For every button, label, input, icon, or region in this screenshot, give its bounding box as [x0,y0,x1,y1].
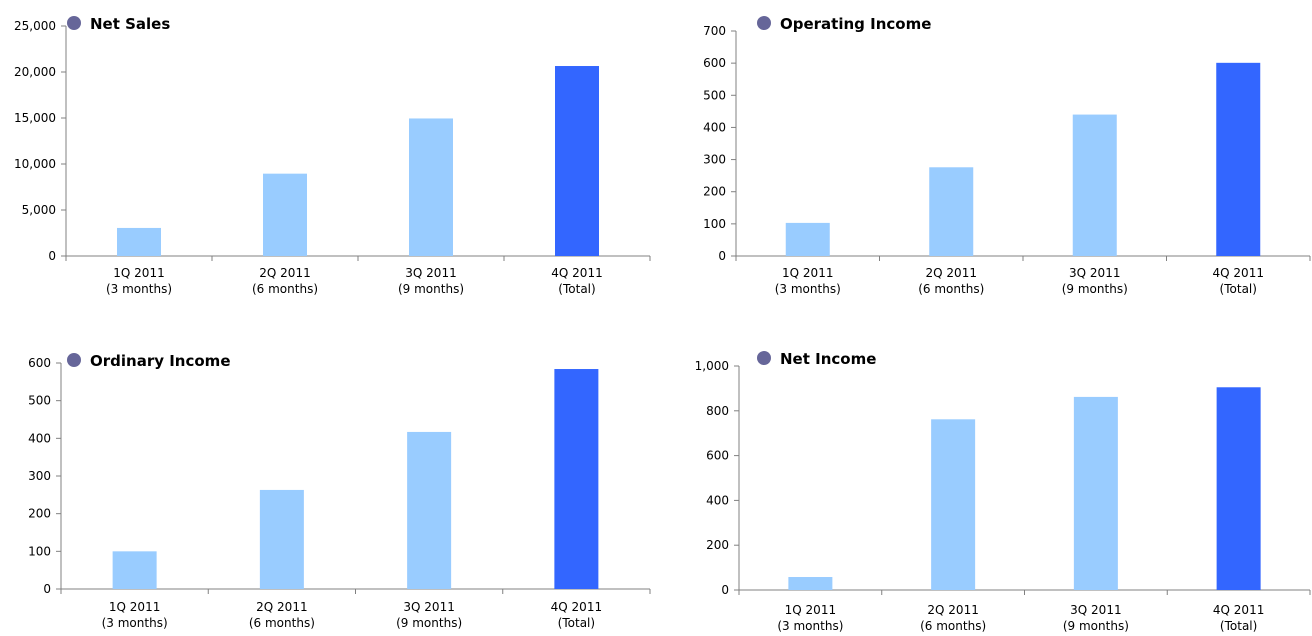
net-sales-category-label: 2Q 2011 [259,266,310,280]
ordinary-income-y-tick-label: 300 [28,469,51,483]
ordinary-income-category-label: 2Q 2011 [256,600,307,614]
operating-income-y-tick-label: 700 [703,24,726,38]
net-income-bar-2 [931,419,976,590]
operating-income-category-label: 3Q 2011 [1069,266,1120,280]
operating-income-y-tick-label: 0 [718,249,726,263]
net-sales-chart: Net Sales 0 5,000 10,000 15,000 20,000 25,000 1… [14,15,651,296]
net-sales-category-label: 4Q 2011 [551,266,602,280]
operating-income-y-tick-label: 100 [703,217,726,231]
net-income-title-marker-icon [757,351,771,365]
operating-income-category-sublabel: (Total) [1220,282,1257,296]
net-sales-y-tick-label: 15,000 [14,111,56,125]
operating-income-category-label: 2Q 2011 [926,266,977,280]
net-sales-category-sublabel: (9 months) [398,282,464,296]
net-income-bar-1 [788,577,833,590]
ordinary-income-category-label: 3Q 2011 [403,600,454,614]
operating-income-bar-4 [1216,62,1261,257]
net-income-bar-3 [1073,396,1118,590]
ordinary-income-category-label: 1Q 2011 [109,600,160,614]
ordinary-income-y-tick-label: 600 [28,356,51,370]
net-sales-category-label: 1Q 2011 [113,266,164,280]
ordinary-income-category-sublabel: (Total) [558,616,595,630]
ordinary-income-bar-2 [259,489,304,589]
ordinary-income-bar-4 [554,369,599,589]
net-income-y-tick-label: 1,000 [695,359,729,373]
net-income-category-sublabel: (9 months) [1063,619,1129,633]
net-sales-bar-1 [117,227,161,256]
ordinary-income-bar-1 [112,551,157,589]
operating-income-title-marker-icon [757,16,771,30]
net-sales-y-tick-label: 25,000 [14,19,56,33]
net-sales-category-sublabel: (6 months) [252,282,318,296]
net-income-category-sublabel: (6 months) [920,619,986,633]
net-sales-title: Net Sales [90,15,170,33]
operating-income-category-sublabel: (9 months) [1062,282,1128,296]
net-income-category-label: 4Q 2011 [1213,603,1264,617]
ordinary-income-y-tick-label: 0 [43,582,51,596]
operating-income-category-label: 4Q 2011 [1213,266,1264,280]
operating-income-y-tick-label: 500 [703,88,726,102]
net-income-category-label: 2Q 2011 [927,603,978,617]
net-sales-category-sublabel: (3 months) [106,282,172,296]
ordinary-income-y-tick-label: 100 [28,544,51,558]
net-income-y-tick-label: 200 [706,538,729,552]
net-sales-y-tick-label: 5,000 [22,203,56,217]
operating-income-category-sublabel: (3 months) [775,282,841,296]
ordinary-income-category-sublabel: (9 months) [396,616,462,630]
net-sales-y-tick-label: 20,000 [14,65,56,79]
net-sales-bar-3 [409,118,453,257]
ordinary-income-title: Ordinary Income [90,352,231,370]
ordinary-income-chart: Ordinary Income 0 100 200 300 400 500 600 1Q 201… [28,352,651,630]
net-sales-bar-4 [555,66,599,257]
net-income-y-tick-label: 600 [706,449,729,463]
net-income-bar-4 [1216,387,1261,590]
ordinary-income-category-sublabel: (3 months) [102,616,168,630]
net-income-category-label: 3Q 2011 [1070,603,1121,617]
operating-income-y-tick-label: 600 [703,56,726,70]
net-income-title: Net Income [780,350,876,368]
operating-income-title: Operating Income [780,15,931,33]
net-income-y-tick-label: 400 [706,493,729,507]
net-income-chart: Net Income 0 200 400 600 800 1,000 1Q 2011 (3 mo… [695,350,1311,633]
operating-income-y-tick-label: 400 [703,120,726,134]
net-income-category-sublabel: (3 months) [777,619,843,633]
net-income-y-tick-label: 0 [721,583,729,597]
net-income-category-label: 1Q 2011 [785,603,836,617]
net-sales-title-marker-icon [67,16,81,30]
ordinary-income-y-tick-label: 500 [28,394,51,408]
operating-income-bar-2 [929,167,974,256]
operating-income-bar-1 [785,222,830,256]
operating-income-category-sublabel: (6 months) [918,282,984,296]
ordinary-income-title-marker-icon [67,353,81,367]
operating-income-bar-3 [1072,114,1117,256]
ordinary-income-category-label: 4Q 2011 [551,600,602,614]
net-sales-y-tick-label: 0 [48,249,56,263]
operating-income-chart: Operating Income 0 100 200 300 400 500 600 700 1Q… [703,15,1311,296]
ordinary-income-y-tick-label: 400 [28,431,51,445]
ordinary-income-category-sublabel: (6 months) [249,616,315,630]
net-sales-y-tick-label: 10,000 [14,157,56,171]
operating-income-category-label: 1Q 2011 [782,266,833,280]
net-sales-category-sublabel: (Total) [558,282,595,296]
ordinary-income-bar-3 [407,431,452,589]
operating-income-y-tick-label: 300 [703,153,726,167]
net-sales-category-label: 3Q 2011 [405,266,456,280]
net-income-category-sublabel: (Total) [1220,619,1257,633]
net-income-y-tick-label: 800 [706,404,729,418]
ordinary-income-y-tick-label: 200 [28,507,51,521]
net-sales-bar-2 [263,173,307,256]
operating-income-y-tick-label: 200 [703,185,726,199]
